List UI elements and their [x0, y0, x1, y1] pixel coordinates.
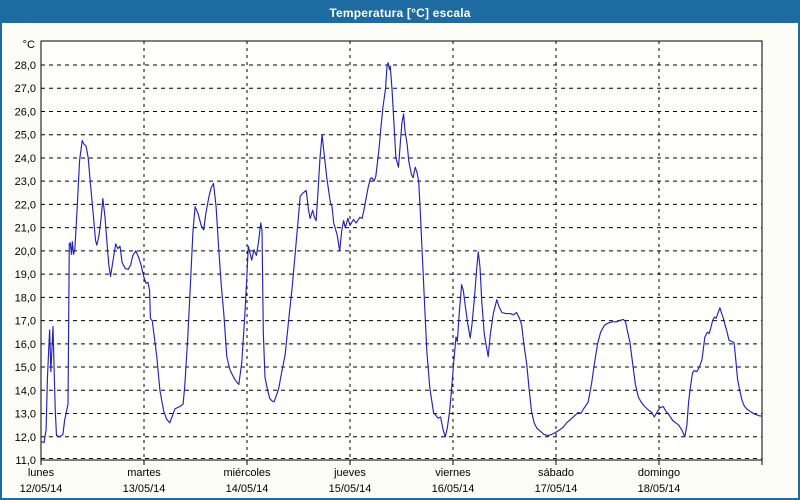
- y-tick-label: 28,0: [15, 60, 36, 72]
- x-date-label: 14/05/14: [226, 483, 269, 495]
- x-date-label: 17/05/14: [535, 483, 578, 495]
- x-day-label: miércoles: [223, 467, 271, 479]
- x-date-label: 13/05/14: [123, 483, 166, 495]
- plot-border: [40, 40, 763, 461]
- y-tick-label: 16,0: [15, 339, 36, 351]
- x-date-label: 15/05/14: [329, 483, 372, 495]
- x-day-label: sábado: [538, 467, 574, 479]
- y-tick-label: 15,0: [15, 362, 36, 374]
- y-tick-label: 20,0: [15, 246, 36, 258]
- y-tick-label: 22,0: [15, 199, 36, 211]
- y-tick-label: 26,0: [15, 106, 36, 118]
- y-tick-label: 14,0: [15, 385, 36, 397]
- y-tick-label: 18,0: [15, 292, 36, 304]
- y-tick-label: 24,0: [15, 153, 36, 165]
- y-tick-label: 13,0: [15, 409, 36, 421]
- y-tick-label: 12,0: [15, 432, 36, 444]
- window-title-bar: Temperatura [°C] escala: [2, 2, 798, 23]
- temperature-series-line: [40, 62, 763, 444]
- x-day-label: domingo: [638, 467, 680, 479]
- y-tick-label: 27,0: [15, 83, 36, 95]
- x-day-label: martes: [127, 467, 161, 479]
- x-date-label: 18/05/14: [638, 483, 681, 495]
- y-tick-label: 23,0: [15, 176, 36, 188]
- x-date-label: 12/05/14: [20, 483, 63, 495]
- y-tick-label: 21,0: [15, 223, 36, 235]
- y-tick-label: 17,0: [15, 316, 36, 328]
- y-axis-unit-label: °C: [23, 39, 35, 51]
- x-date-label: 16/05/14: [432, 483, 475, 495]
- y-tick-label: 19,0: [15, 269, 36, 281]
- x-day-label: lunes: [28, 467, 55, 479]
- window-title: Temperatura [°C] escala: [329, 5, 471, 20]
- y-tick-label: 25,0: [15, 130, 36, 142]
- y-tick-label: 11,0: [15, 455, 36, 467]
- x-day-label: jueves: [333, 467, 366, 479]
- x-day-label: viernes: [435, 467, 471, 479]
